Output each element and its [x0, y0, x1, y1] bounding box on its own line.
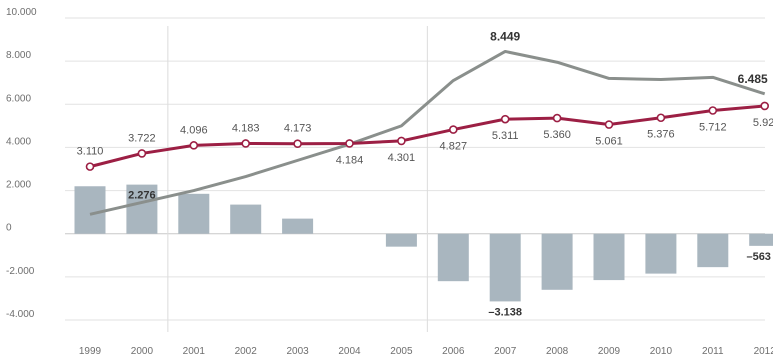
y-tick-label: -2.000 [6, 266, 35, 277]
x-axis: 1999 2000 2001 2002 2003 2004 2005 2006 2007 2008… [79, 346, 773, 357]
red-line-label: 4.173 [284, 123, 312, 135]
bar [645, 233, 677, 274]
bar [749, 233, 773, 246]
red-line-series [85, 101, 770, 171]
y-axis: -4.000 -2.000 0 2.000 4.000 6.000 8.000 10.000 [6, 7, 37, 320]
bar-series [74, 184, 773, 302]
red-line-marker [293, 139, 302, 148]
x-tick-label: 2009 [598, 346, 621, 357]
y-tick-label: 2.000 [6, 180, 31, 191]
data-labels: 3.110 3.722 4.096 4.183 4.173 4.184 4.301 4.827… [77, 29, 773, 318]
x-tick-label: 2004 [338, 346, 361, 357]
red-line-label: 3.110 [77, 146, 104, 158]
x-tick-label: 2010 [650, 346, 673, 357]
red-line-label: 4.827 [440, 141, 468, 153]
red-line-marker [552, 113, 562, 123]
red-line-marker [345, 139, 354, 148]
red-line-marker [656, 113, 666, 123]
y-tick-label: -4.000 [6, 309, 35, 320]
x-tick-label: 2007 [494, 346, 517, 357]
y-tick-label: 8.000 [6, 50, 31, 61]
bar [437, 233, 469, 282]
bar [230, 204, 262, 234]
red-line-marker [760, 101, 770, 111]
red-line-label: 4.184 [336, 154, 364, 166]
x-tick-label: 2000 [131, 346, 154, 357]
x-tick-label: 1999 [79, 346, 102, 357]
red-line-label: 4.301 [388, 152, 416, 164]
x-tick-label: 2012 [754, 346, 773, 357]
red-line-label: 5.376 [647, 129, 675, 141]
red-line-marker [241, 139, 250, 148]
red-line-label: 5.712 [699, 121, 727, 133]
y-tick-label: 6.000 [6, 93, 31, 104]
grid [65, 17, 765, 332]
bar-label: 2.276 [128, 190, 156, 202]
bar [541, 233, 573, 290]
x-tick-label: 2002 [235, 346, 258, 357]
x-tick-label: 2003 [286, 346, 309, 357]
red-line-label: 3.722 [128, 132, 156, 144]
red-line-marker [189, 141, 199, 150]
gray-line-label: 6.485 [738, 72, 768, 86]
bar [593, 233, 625, 281]
red-line-label: 4.096 [180, 124, 208, 136]
bar-label: –3.138 [488, 306, 522, 318]
red-line-marker [500, 114, 510, 124]
bar [697, 233, 729, 268]
x-tick-label: 2008 [546, 346, 569, 357]
red-line-marker [85, 162, 95, 171]
x-tick-label: 2011 [702, 346, 724, 357]
bar [489, 233, 521, 302]
y-tick-label: 0 [6, 223, 12, 234]
red-line-label: 5.311 [492, 130, 519, 142]
x-tick-label: 2005 [390, 346, 413, 357]
x-tick-label: 2006 [442, 346, 465, 357]
y-tick-label: 4.000 [6, 136, 31, 147]
x-tick-label: 2001 [183, 346, 206, 357]
bar [126, 184, 158, 234]
bar [282, 218, 314, 234]
red-line-label: 4.183 [232, 122, 260, 134]
red-line-label: 5.360 [543, 129, 571, 141]
red-line-marker [604, 120, 614, 129]
red-line-marker [708, 106, 718, 115]
bar [178, 193, 210, 234]
gray-line [89, 49, 766, 216]
red-line-label: 5.922 [753, 117, 773, 129]
red-line [89, 104, 765, 169]
red-line-marker [448, 125, 458, 134]
bar [385, 233, 417, 247]
bar [74, 186, 106, 234]
bar-label: –563 [746, 251, 770, 263]
gray-line-label: 8.449 [490, 29, 520, 43]
y-tick-label: 10.000 [6, 7, 37, 18]
red-line-marker [397, 136, 406, 146]
red-line-label: 5.061 [595, 136, 623, 148]
red-line-marker [137, 149, 147, 158]
